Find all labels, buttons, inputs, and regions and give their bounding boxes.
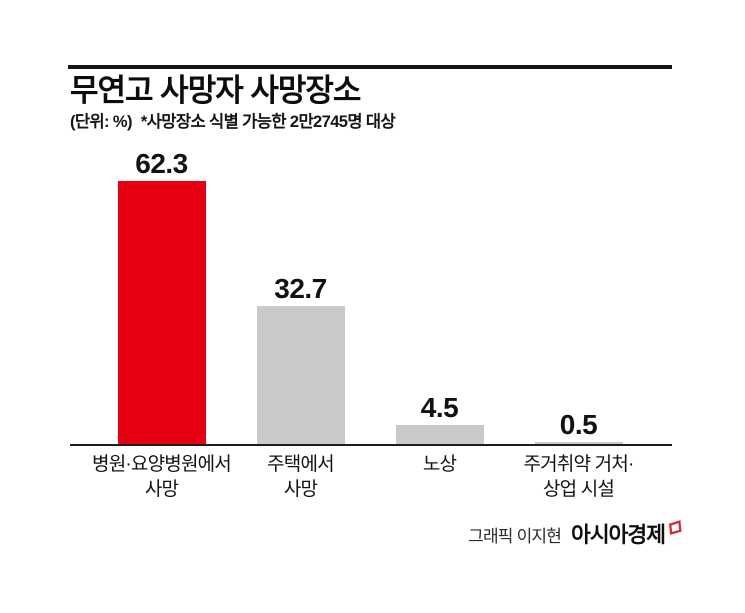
chart-subtitle: (단위: %) *사망장소 식별 가능한 2만2745명 대상 (70, 112, 690, 132)
bar-value-label: 0.5 (559, 409, 598, 440)
category-label-line: 사망 (283, 479, 318, 500)
bar (395, 425, 484, 444)
bar (534, 442, 623, 444)
chart-note: *사망장소 식별 가능한 2만2745명 대상 (140, 113, 396, 131)
brand-logo-text: 아시아경제 (571, 523, 666, 547)
asiae-logo-icon (668, 520, 682, 540)
unit-label: (단위: %) (70, 113, 133, 131)
category-label-line: 사망 (144, 479, 179, 500)
x-axis-line (70, 444, 672, 446)
credit-line: 그래픽 이지현 아시아경제 (468, 518, 682, 549)
category-label-line: 주택에서 (267, 454, 335, 475)
top-rule (68, 65, 672, 69)
bar-value-label: 62.3 (135, 148, 188, 179)
bar-category-label: 주거취약 거처· 상업 시설 (489, 452, 669, 502)
category-label-line: 상업 시설 (542, 479, 615, 500)
category-label-line: 노상 (422, 454, 457, 475)
graphic-credit: 그래픽 이지현 (468, 527, 562, 546)
category-label-line: 병원·요양병원에서 (92, 454, 232, 475)
category-label-line: 주거취약 거처· (523, 454, 634, 475)
bar (256, 306, 345, 444)
bar-value-label: 4.5 (420, 392, 459, 423)
bar-category-label: 노상 (350, 452, 530, 477)
bar-value-label: 32.7 (274, 273, 327, 304)
page-title: 무연고 사망자 사망장소 (70, 73, 361, 108)
bar (117, 181, 206, 444)
